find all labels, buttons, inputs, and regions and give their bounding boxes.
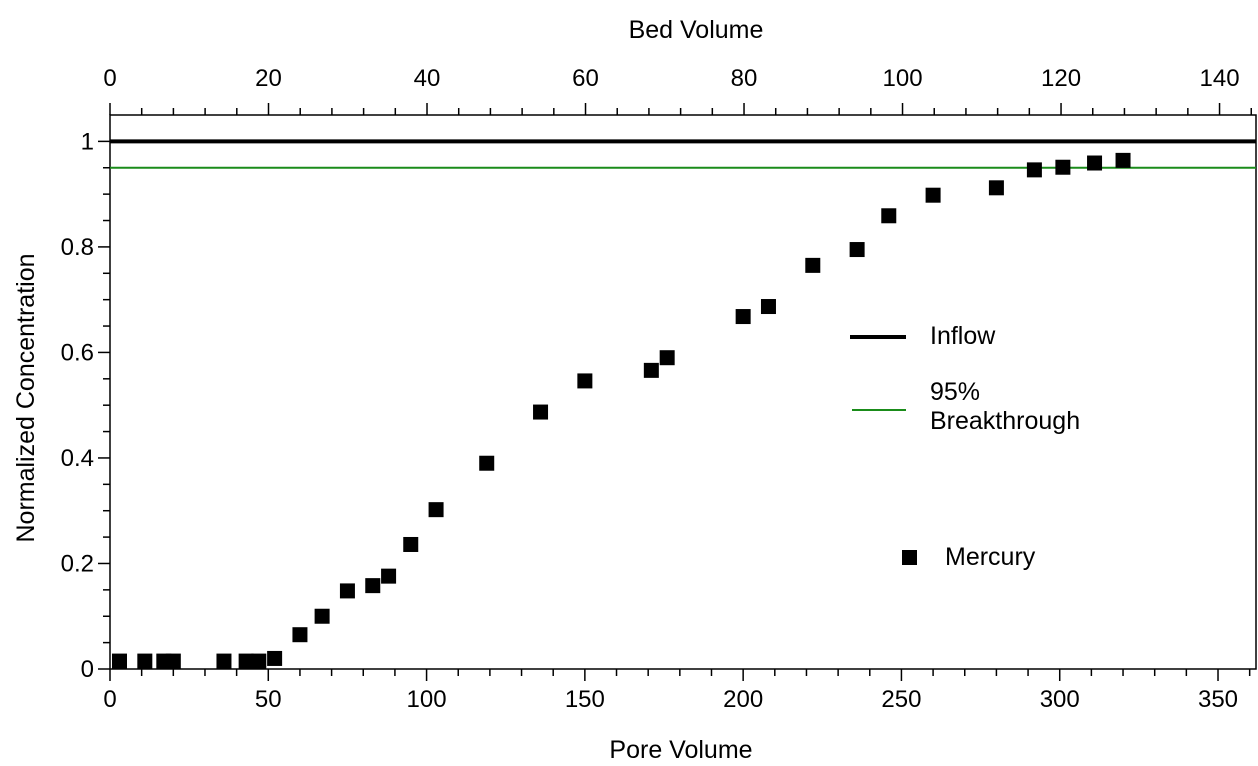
mercury-point xyxy=(1055,159,1071,175)
mercury-point xyxy=(643,362,659,378)
x2-tick-label: 40 xyxy=(414,65,441,92)
y-tick-label: 1 xyxy=(81,128,94,155)
mercury-point xyxy=(292,627,308,643)
plot-border xyxy=(109,114,1257,670)
legend-mercury-swatch xyxy=(902,550,917,565)
mercury-point xyxy=(760,299,776,315)
mercury-point xyxy=(479,455,495,471)
x-axis-pore-volume: 0 50 100 150 200 250 300 350 xyxy=(103,669,1251,713)
mercury-point xyxy=(849,242,865,258)
mercury-point xyxy=(339,583,355,599)
y-tick-label: 0 xyxy=(81,656,94,683)
x2-tick-label: 120 xyxy=(1041,65,1081,92)
mercury-point xyxy=(111,653,127,669)
x2-tick-label: 100 xyxy=(883,65,923,92)
x-tick-label: 150 xyxy=(565,686,605,713)
mercury-point xyxy=(365,578,381,594)
x-tick-label: 350 xyxy=(1198,686,1238,713)
mercury-point xyxy=(735,309,751,325)
mercury-point xyxy=(988,180,1004,196)
mercury-point xyxy=(216,653,232,669)
x-axis-title: Pore Volume xyxy=(609,736,752,764)
mercury-point xyxy=(165,653,181,669)
y-axis-title: Normalized Concentration xyxy=(12,253,40,542)
plot-frame xyxy=(109,114,1257,670)
x2-tick-label: 0 xyxy=(103,65,116,92)
x-tick-label: 0 xyxy=(103,686,116,713)
x-tick-label: 250 xyxy=(881,686,921,713)
mercury-point xyxy=(428,502,444,518)
reference-lines xyxy=(110,139,1256,169)
mercury-point xyxy=(577,373,593,389)
mercury-point xyxy=(1115,152,1131,168)
x2-tick-label: 80 xyxy=(731,65,758,92)
y-tick-label: 0.2 xyxy=(61,550,94,577)
x-tick-label: 100 xyxy=(407,686,447,713)
x2-tick-label: 20 xyxy=(255,65,282,92)
x2-tick-label: 60 xyxy=(572,65,599,92)
mercury-point xyxy=(137,653,153,669)
y-tick-label: 0.6 xyxy=(61,339,94,366)
y-axis: 0 0.2 0.4 0.6 0.8 1 xyxy=(61,128,110,683)
x2-axis-title: Bed Volume xyxy=(629,16,764,44)
mercury-point xyxy=(1087,155,1103,171)
mercury-point xyxy=(925,187,941,203)
mercury-point xyxy=(805,257,821,273)
mercury-series xyxy=(111,152,1131,669)
mercury-point xyxy=(659,350,675,366)
legend-inflow-label: Inflow xyxy=(930,322,996,350)
mercury-point xyxy=(1026,162,1042,178)
mercury-point xyxy=(533,404,549,420)
legend-mercury-label: Mercury xyxy=(945,543,1036,571)
mercury-point xyxy=(403,536,419,552)
mercury-point xyxy=(881,208,897,224)
y-tick-label: 0.4 xyxy=(61,445,94,472)
x-tick-label: 200 xyxy=(723,686,763,713)
legend-breakthrough-label: 95% Breakthrough xyxy=(930,378,1080,435)
x-tick-label: 300 xyxy=(1040,686,1080,713)
x2-tick-label: 140 xyxy=(1200,65,1240,92)
legend: Inflow 95% Breakthrough Mercury xyxy=(850,322,1080,571)
mercury-point xyxy=(267,650,283,666)
mercury-point xyxy=(381,568,397,584)
x-tick-label: 50 xyxy=(255,686,282,713)
mercury-point xyxy=(238,653,254,669)
mercury-point xyxy=(251,653,267,669)
x-axis-bed-volume: 0 20 40 60 80 100 120 140 xyxy=(103,65,1252,115)
mercury-point xyxy=(314,608,330,624)
y-tick-label: 0.8 xyxy=(61,234,94,261)
